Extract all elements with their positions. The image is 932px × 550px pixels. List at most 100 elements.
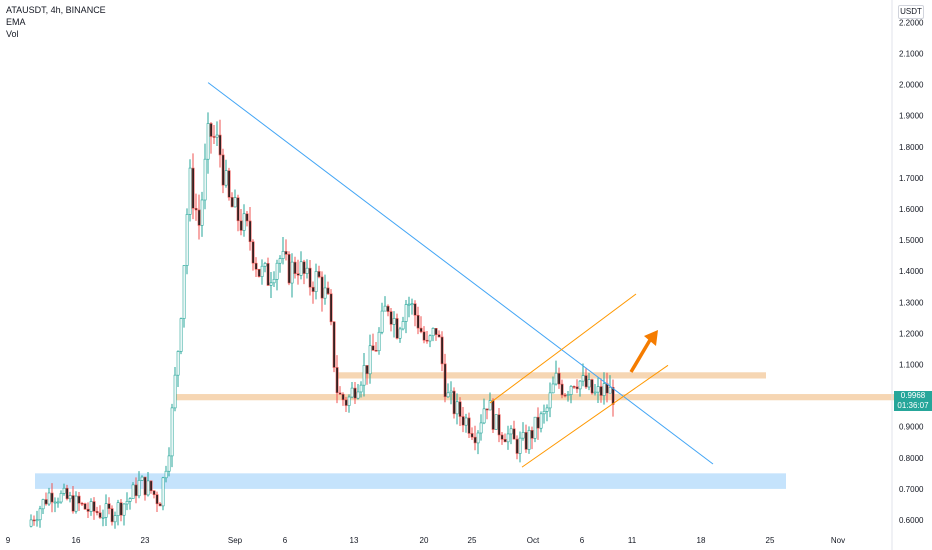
candle-body [47, 492, 51, 505]
candle-body [425, 339, 429, 342]
candle-body [239, 220, 243, 231]
indicator-vol[interactable]: Vol [6, 29, 19, 39]
candle-body [125, 501, 129, 505]
candle-body [155, 494, 159, 505]
candle-body [296, 273, 300, 276]
candle-body [473, 436, 477, 444]
candle-body [500, 434, 504, 440]
candle-body [341, 393, 345, 401]
drawings-layer [207, 82, 714, 468]
price-tick-label: 2.2000 [899, 18, 924, 27]
candle-body [350, 387, 354, 398]
candle-body [482, 408, 486, 424]
time-tick-label: Nov [831, 536, 845, 545]
currency-button[interactable]: USDT [898, 5, 924, 19]
candle-body [404, 304, 408, 322]
candle-body [269, 282, 273, 286]
target-arrow-head [644, 330, 658, 346]
candle-body [305, 267, 309, 274]
candle-body [572, 386, 576, 388]
candle-body [59, 493, 63, 503]
candle-body [212, 136, 216, 138]
candle-body [224, 170, 228, 186]
candle-body [134, 484, 138, 497]
candle-body [173, 374, 177, 409]
candle-body [368, 345, 372, 375]
candle-body [548, 392, 552, 409]
candle-body [440, 336, 444, 365]
candle-body [44, 499, 48, 505]
time-tick-label: 18 [697, 536, 706, 545]
candle-body [227, 170, 231, 198]
candle-body [302, 261, 306, 274]
candle-body [575, 386, 579, 390]
candle-body [488, 400, 492, 411]
candle-body [395, 318, 399, 339]
candle-body [554, 372, 558, 385]
candle-body [260, 265, 264, 277]
candle-body [116, 502, 120, 516]
candle-body [251, 241, 255, 264]
candle-body [62, 487, 66, 494]
candle-body [185, 214, 189, 266]
price-tick-label: 1.6000 [899, 205, 924, 214]
candle-body [308, 267, 312, 288]
candle-body [314, 271, 318, 292]
candle-body [41, 499, 45, 510]
symbol-title[interactable]: ATAUSDT, 4h, BINANCE [6, 5, 106, 15]
candle-body [176, 351, 180, 376]
candle-body [95, 511, 99, 514]
candle-body [515, 438, 519, 454]
candle-body [80, 502, 84, 505]
resistance-zone [337, 372, 766, 379]
candle-body [74, 495, 78, 512]
candle-body [278, 258, 282, 264]
candles-layer [29, 112, 615, 529]
candle-body [215, 134, 219, 138]
candle-body [521, 432, 525, 439]
candle-body [263, 263, 267, 267]
candle-body [89, 501, 93, 512]
candle-body [344, 399, 348, 406]
candle-body [494, 414, 498, 430]
candle-body [353, 387, 357, 399]
candle-body [68, 495, 72, 500]
candle-body [158, 503, 162, 507]
candle-body [452, 390, 456, 415]
price-tick-label: 1.1000 [899, 361, 924, 370]
candle-body [593, 391, 597, 394]
candle-body [86, 508, 90, 512]
indicator-ema[interactable]: EMA [6, 17, 26, 27]
price-axis: 2.2000 2.1000 2.0000 1.9000 1.8000 1.7000 1.60… [899, 18, 924, 525]
candle-body [140, 476, 144, 481]
time-tick-label: 6 [283, 536, 288, 545]
candle-body [221, 154, 225, 186]
candle-body [161, 477, 165, 507]
support-zone [175, 394, 932, 401]
candle-body [131, 484, 135, 499]
candle-body [323, 287, 327, 299]
candle-body [410, 303, 414, 306]
candle-body [137, 480, 141, 497]
candle-body [257, 269, 261, 277]
zones-layer [35, 372, 932, 489]
candle-body [578, 380, 582, 390]
candle-body [602, 383, 606, 396]
candle-body [536, 416, 540, 429]
candle-body [254, 262, 258, 270]
candle-body [284, 251, 288, 255]
candle-body [347, 396, 351, 406]
candle-body [281, 251, 285, 259]
candle-body [50, 492, 54, 503]
downtrend-line [207, 82, 714, 465]
candle-body [542, 411, 546, 415]
price-tick-label: 1.2000 [899, 329, 924, 338]
candle-body [143, 476, 147, 496]
price-tick-label: 1.9000 [899, 112, 924, 121]
candle-body [245, 213, 249, 222]
candle-body [83, 503, 87, 510]
candle-body [527, 430, 531, 450]
candle-body [101, 517, 105, 519]
candle-body [194, 207, 198, 211]
